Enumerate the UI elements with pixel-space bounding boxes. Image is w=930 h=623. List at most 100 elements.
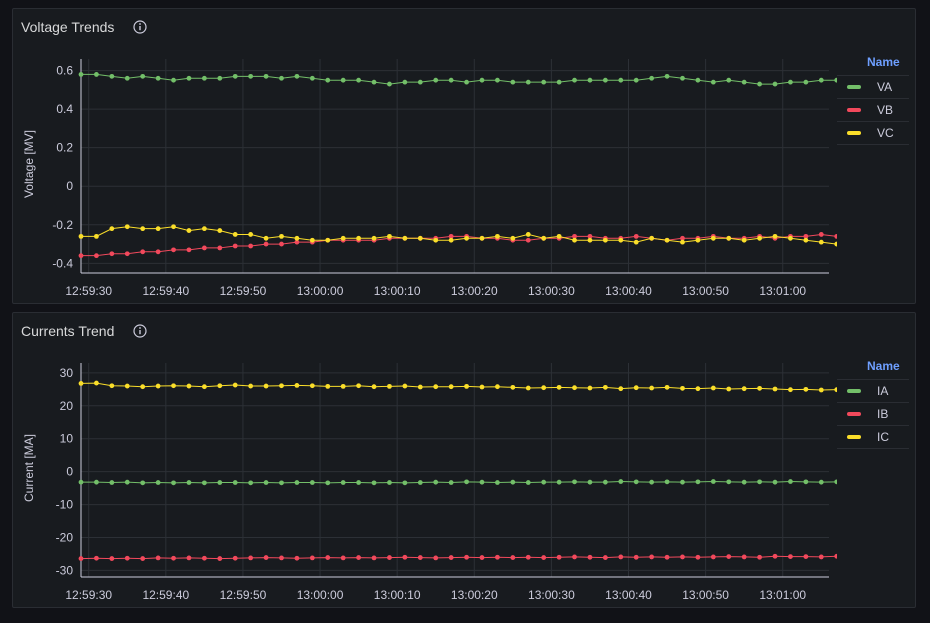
data-point-ib xyxy=(710,554,716,560)
data-point-ia xyxy=(741,479,747,485)
data-point-va xyxy=(217,75,223,81)
current-chart[interactable]: 30 20 10 0 -10 -20 -30 12:59:30 12:59:40 12:59:50… xyxy=(13,313,837,609)
data-point-ic xyxy=(124,383,130,389)
data-point-ia xyxy=(371,480,377,486)
x-tick-label: 13:00:30 xyxy=(528,284,575,298)
data-point-va xyxy=(248,73,254,79)
data-point-ib xyxy=(155,555,161,561)
data-point-vc xyxy=(109,226,115,232)
x-tick-label: 12:59:30 xyxy=(65,588,112,602)
legend-item-ic[interactable]: IC xyxy=(837,426,909,449)
data-point-ia xyxy=(325,480,331,486)
data-point-vc xyxy=(248,232,254,237)
data-point-vc xyxy=(602,237,608,243)
data-point-vb xyxy=(109,251,115,257)
data-point-vb xyxy=(171,247,176,253)
series-line-ic xyxy=(80,382,837,391)
data-point-vb xyxy=(155,249,161,255)
y-tick-label: 10 xyxy=(60,432,74,446)
x-tick-label: 13:00:20 xyxy=(451,588,498,602)
voltage-trends-panel: Voltage Trends 0.6 0.4 0.2 0 -0.2 -0.4 12:59:3… xyxy=(12,8,916,304)
data-point-ic xyxy=(726,386,732,392)
data-point-ib xyxy=(94,555,99,561)
data-point-va xyxy=(479,77,485,83)
data-point-ia xyxy=(710,479,716,484)
data-point-va xyxy=(757,81,762,87)
data-point-ia xyxy=(309,480,315,485)
data-point-va xyxy=(834,77,837,83)
x-tick-label: 13:00:10 xyxy=(374,588,421,602)
legend-item-va[interactable]: VA xyxy=(837,76,909,99)
data-point-ic xyxy=(633,385,639,391)
data-point-ic xyxy=(510,384,516,390)
data-point-va xyxy=(294,73,300,79)
data-point-vc xyxy=(710,235,716,241)
data-point-ic xyxy=(479,384,485,390)
legend: Name VA VB VC xyxy=(837,53,909,145)
data-point-ic xyxy=(788,387,793,393)
data-point-ib xyxy=(618,554,624,560)
data-point-va xyxy=(572,77,577,83)
data-point-va xyxy=(417,79,423,85)
legend-header[interactable]: Name xyxy=(837,357,909,380)
data-point-vc xyxy=(356,235,362,241)
data-point-va xyxy=(371,79,377,85)
voltage-chart[interactable]: 0.6 0.4 0.2 0 -0.2 -0.4 12:59:30 12:59:40 12:59:… xyxy=(13,9,837,305)
data-point-ic xyxy=(464,383,469,389)
data-point-ia xyxy=(433,479,439,485)
legend-item-vb[interactable]: VB xyxy=(837,99,909,122)
data-point-ia xyxy=(541,479,547,485)
series-line-va xyxy=(81,73,837,85)
data-point-va xyxy=(309,75,315,81)
data-point-ia xyxy=(834,479,837,485)
data-point-vb xyxy=(248,243,254,249)
data-point-ic xyxy=(387,383,392,389)
data-point-ib xyxy=(572,554,577,560)
info-icon[interactable] xyxy=(132,19,148,35)
data-point-va xyxy=(94,72,99,77)
data-point-ic xyxy=(402,383,408,389)
data-point-vc xyxy=(387,233,392,239)
y-tick-label: -10 xyxy=(56,498,74,512)
data-point-ib xyxy=(726,554,732,559)
data-point-ib xyxy=(387,555,392,560)
data-point-ib xyxy=(294,555,300,561)
series-line-ib xyxy=(80,555,837,560)
info-icon[interactable] xyxy=(132,323,148,339)
legend-swatch xyxy=(847,435,861,439)
data-point-vb xyxy=(186,247,192,253)
legend-item-ib[interactable]: IB xyxy=(837,403,909,426)
legend-item-ia[interactable]: IA xyxy=(837,380,909,403)
data-point-vc xyxy=(633,239,639,245)
data-point-ia xyxy=(818,479,824,485)
data-point-va xyxy=(433,77,439,83)
legend-header[interactable]: Name xyxy=(837,53,909,76)
data-point-vc xyxy=(140,226,146,232)
data-point-ib xyxy=(217,556,223,561)
data-point-ib xyxy=(340,555,346,561)
data-point-ib xyxy=(309,555,315,561)
data-point-vc xyxy=(325,237,331,243)
x-tick-label: 12:59:50 xyxy=(220,588,267,602)
legend-item-vc[interactable]: VC xyxy=(837,122,909,145)
data-point-ia xyxy=(680,479,685,485)
data-point-ia xyxy=(124,479,130,485)
data-point-ic xyxy=(572,385,577,391)
data-point-va xyxy=(818,77,824,83)
data-point-ic xyxy=(248,383,254,389)
data-point-vc xyxy=(417,235,423,241)
data-point-ia xyxy=(201,480,207,486)
data-point-ib xyxy=(433,555,439,561)
data-point-vb xyxy=(803,233,809,239)
data-point-va xyxy=(140,73,146,79)
data-point-ia xyxy=(495,480,500,485)
data-point-va xyxy=(387,81,392,87)
x-tick-label: 13:00:50 xyxy=(682,284,729,298)
data-point-ia xyxy=(171,480,176,486)
data-point-ic xyxy=(371,384,377,390)
data-point-vc xyxy=(279,233,284,239)
data-point-ia xyxy=(109,480,115,485)
data-point-ic xyxy=(171,383,176,389)
data-point-ic xyxy=(710,385,716,391)
data-point-ib xyxy=(248,555,254,561)
